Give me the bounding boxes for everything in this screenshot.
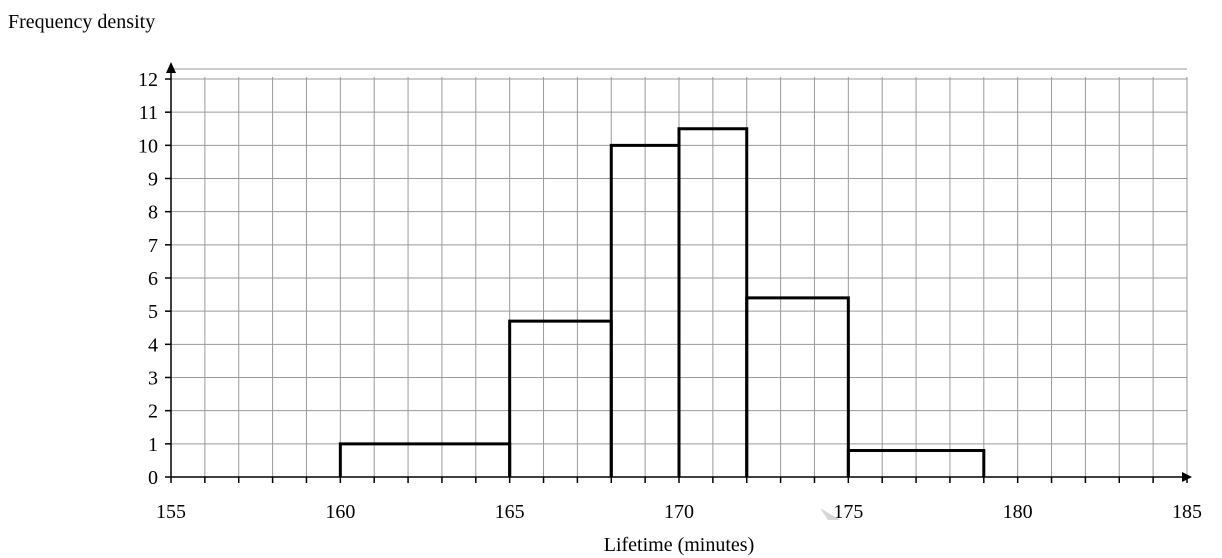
x-tick-label: 160 [325, 501, 355, 523]
x-axis-label: Lifetime (minutes) [604, 534, 755, 556]
x-tick-label: 185 [1172, 501, 1202, 523]
y-tick-label: 3 [148, 368, 158, 390]
y-tick-label: 11 [139, 102, 158, 124]
x-tick-label: 170 [664, 501, 694, 523]
y-tick-label: 6 [148, 268, 158, 290]
y-tick-label: 7 [148, 235, 158, 257]
x-tick-label: 175 [833, 501, 863, 523]
y-tick-label: 9 [148, 169, 158, 191]
y-tick-label: 5 [148, 301, 158, 323]
axes [165, 62, 1192, 483]
y-axis-arrow-icon [166, 62, 176, 73]
y-axis-label: Frequency density [8, 11, 155, 33]
histogram-bar [338, 442, 512, 477]
y-tick-label: 0 [148, 467, 158, 489]
y-tick-label: 4 [148, 334, 158, 356]
x-tick-label: 155 [156, 501, 186, 523]
x-tick-label: 165 [495, 501, 525, 523]
y-tick-label: 1 [148, 434, 158, 456]
histogram-bars [338, 127, 986, 477]
y-tick-label: 8 [148, 202, 158, 224]
y-tick-label: 10 [138, 135, 158, 157]
y-tick-label: 2 [148, 401, 158, 423]
histogram-bar [745, 296, 850, 477]
histogram-bar [846, 448, 986, 477]
y-tick-label: 12 [138, 69, 158, 91]
watermark-mark [820, 508, 840, 520]
x-tick-label: 180 [1003, 501, 1033, 523]
